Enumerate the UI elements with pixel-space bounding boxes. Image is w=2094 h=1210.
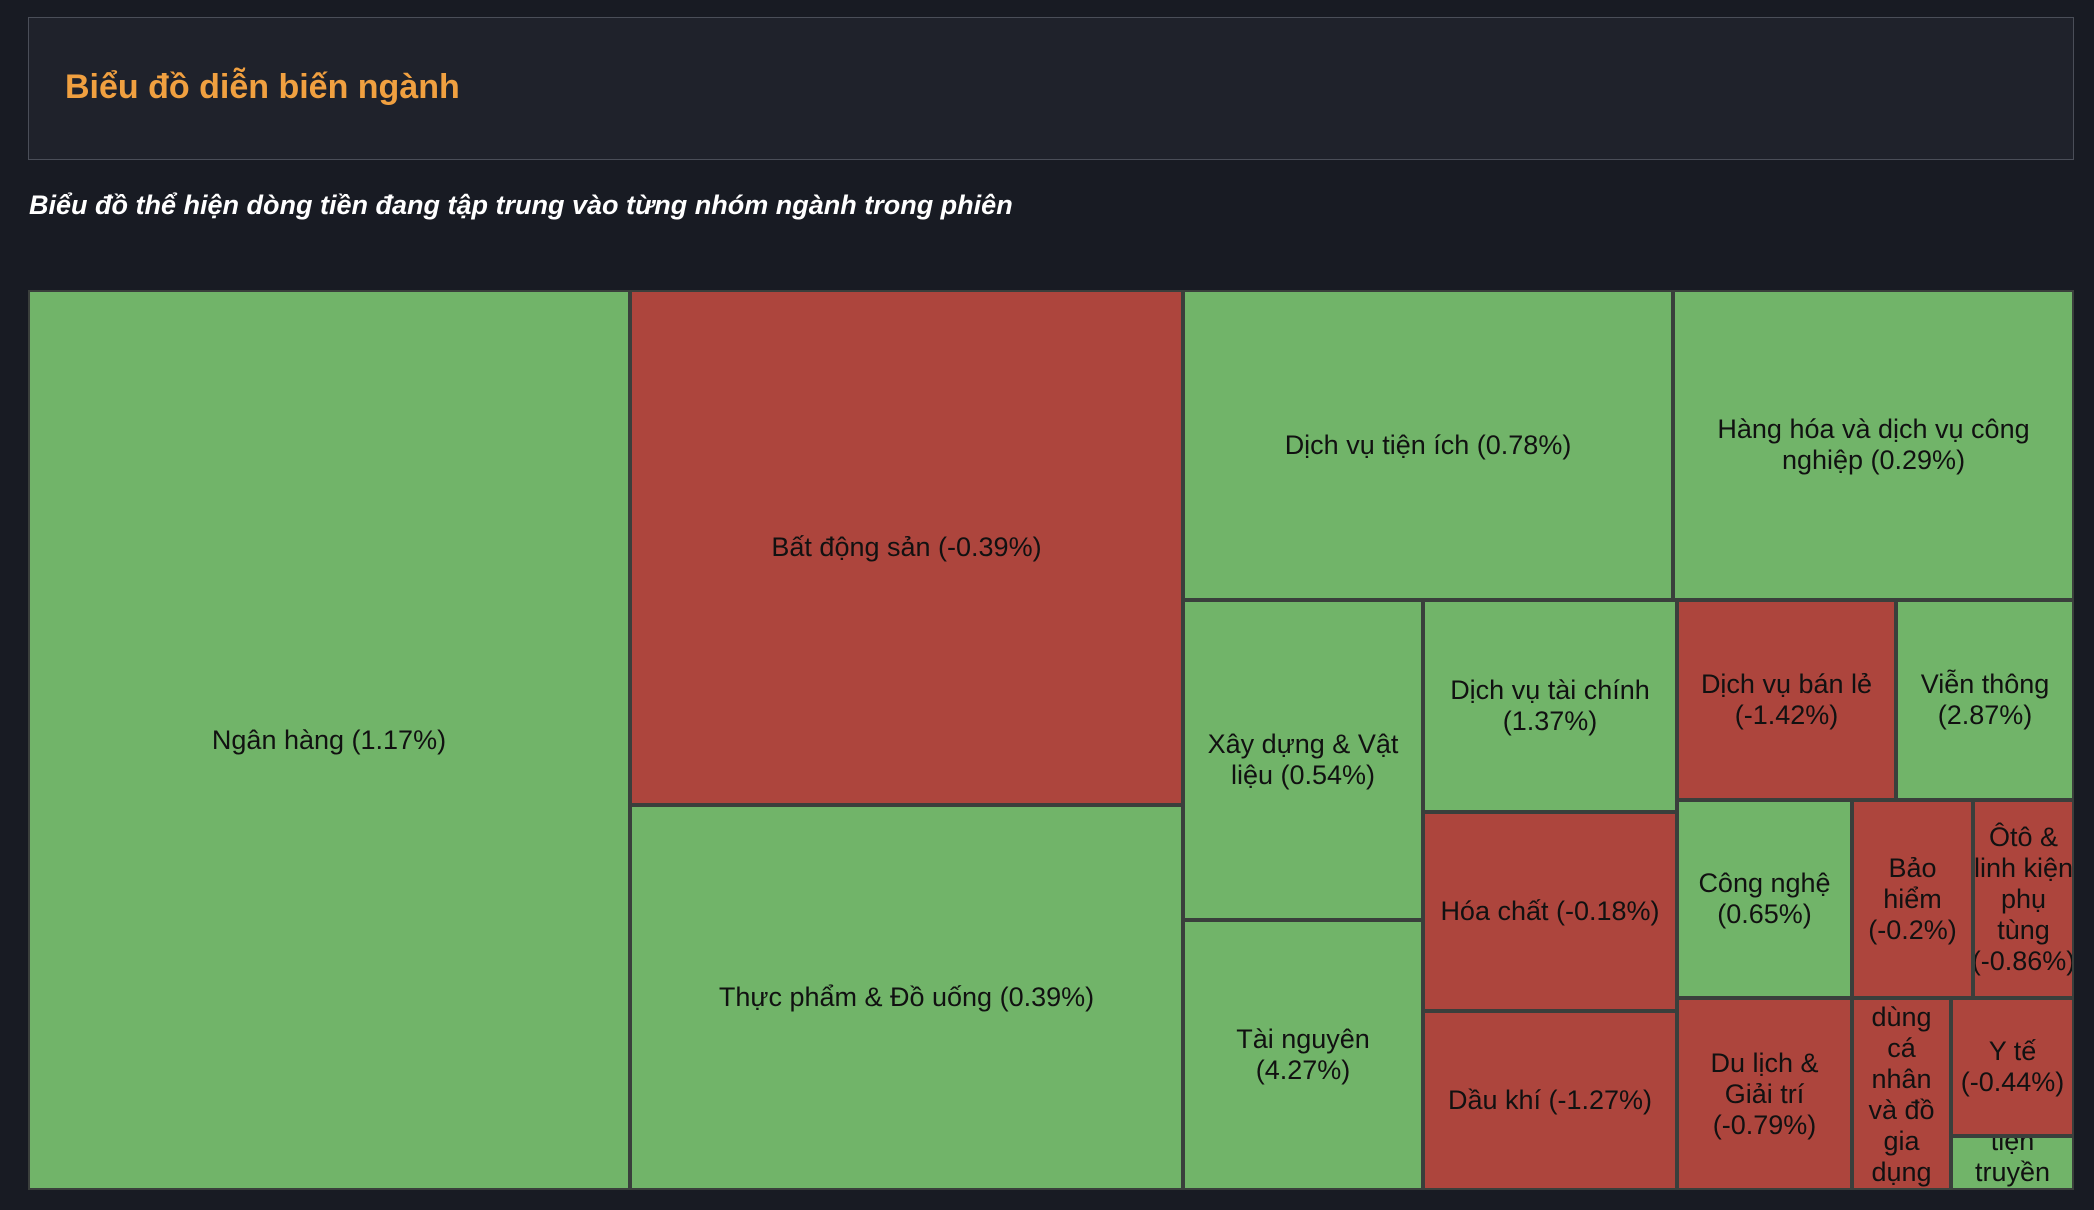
treemap-tile[interactable]: Hóa chất (-0.18%): [1423, 812, 1677, 1011]
page-title: Biểu đồ diễn biến ngành: [65, 68, 460, 106]
treemap-tile-label: Ngân hàng (1.17%): [211, 724, 447, 755]
treemap-tile-label: Hóa chất (-0.18%): [1440, 896, 1660, 926]
treemap-tile-label: dùng cá nhân và đồ gia dụng: [1868, 1002, 1935, 1187]
treemap-tile[interactable]: Ngân hàng (1.17%): [28, 290, 630, 1190]
treemap-tile-label: Công nghệ (0.65%): [1698, 868, 1831, 929]
treemap-tile[interactable]: dùng cá nhân và đồ gia dụng: [1852, 998, 1951, 1190]
treemap-tile-label: Y tế (-0.44%): [1960, 1036, 2065, 1097]
treemap-tile[interactable]: Tài nguyên (4.27%): [1183, 920, 1423, 1190]
treemap-tile[interactable]: Dầu khí (-1.27%): [1423, 1011, 1677, 1190]
treemap-tile[interactable]: Viễn thông (2.87%): [1896, 600, 2074, 800]
treemap-tile[interactable]: Xây dựng & Vật liệu (0.54%): [1183, 600, 1423, 920]
treemap-tile[interactable]: Dịch vụ bán lẻ (-1.42%): [1677, 600, 1896, 800]
treemap-tile-label: Thực phẩm & Đồ uống (0.39%): [718, 982, 1095, 1012]
treemap-tile[interactable]: Bất động sản (-0.39%): [630, 290, 1183, 805]
treemap-tile[interactable]: Du lịch & Giải trí (-0.79%): [1677, 998, 1852, 1190]
treemap-tile-label: tiện truyền thông: [1974, 1136, 2051, 1187]
treemap-tile-label: Bất động sản (-0.39%): [771, 532, 1042, 562]
treemap-tile[interactable]: Công nghệ (0.65%): [1677, 800, 1852, 998]
treemap-tile-label: Ôtô & linh kiện phụ tùng (-0.86%): [1973, 821, 2074, 976]
treemap-tile[interactable]: Thực phẩm & Đồ uống (0.39%): [630, 805, 1183, 1190]
treemap-tile-label: Bảo hiểm (-0.2%): [1868, 852, 1957, 945]
header-panel: Biểu đồ diễn biến ngành: [28, 17, 2074, 160]
treemap-tile-label: Tài nguyên (4.27%): [1236, 1024, 1370, 1085]
treemap-tile[interactable]: Y tế (-0.44%): [1951, 998, 2074, 1136]
treemap-tile[interactable]: Hàng hóa và dịch vụ công nghiệp (0.29%): [1673, 290, 2074, 600]
treemap-tile-label: Viễn thông (2.87%): [1920, 669, 2050, 730]
treemap-tile-label: Xây dựng & Vật liệu (0.54%): [1207, 729, 1399, 790]
treemap-tile-label: Dịch vụ tiện ích (0.78%): [1284, 429, 1572, 460]
treemap-tile-label: Du lịch & Giải trí (-0.79%): [1710, 1047, 1819, 1140]
treemap-tile[interactable]: Dịch vụ tiện ích (0.78%): [1183, 290, 1673, 600]
treemap-tile-label: Hàng hóa và dịch vụ công nghiệp (0.29%): [1717, 414, 2030, 475]
sector-treemap: Ngân hàng (1.17%) Bất động sản (-0.39%) Th…: [28, 290, 2074, 1190]
treemap-tile[interactable]: Ôtô & linh kiện phụ tùng (-0.86%): [1973, 800, 2074, 998]
chart-subtitle: Biểu đồ thể hiện dòng tiền đang tập trun…: [29, 190, 1013, 220]
treemap-tile-label: Dịch vụ bán lẻ (-1.42%): [1700, 669, 1873, 730]
treemap-tile[interactable]: tiện truyền thông: [1951, 1136, 2074, 1190]
treemap-tile-label: Dầu khí (-1.27%): [1447, 1085, 1653, 1115]
treemap-tile[interactable]: Bảo hiểm (-0.2%): [1852, 800, 1973, 998]
treemap-tile[interactable]: Dịch vụ tài chính (1.37%): [1423, 600, 1677, 812]
treemap-tile-label: Dịch vụ tài chính (1.37%): [1450, 675, 1650, 736]
